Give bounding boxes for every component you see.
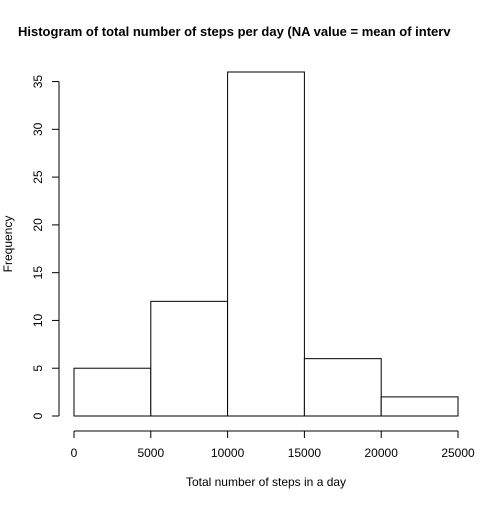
x-tick-label: 0 [71, 446, 78, 460]
x-tick-label: 15000 [288, 446, 322, 460]
histogram-bar-1 [150, 300, 229, 417]
y-tick-label: 25 [31, 170, 45, 184]
y-tick-label: 35 [31, 75, 45, 89]
x-tick-label: 10000 [211, 446, 245, 460]
x-axis-label: Total number of steps in a day [186, 475, 346, 489]
chart-title: Histogram of total number of steps per d… [18, 24, 451, 39]
x-tick-label: 5000 [137, 446, 164, 460]
x-axis: 0 5000 10000 15000 20000 25000 [71, 430, 475, 460]
y-tick-label: 30 [31, 122, 45, 136]
y-axis-label: Frequency [1, 216, 15, 273]
x-tick-label: 25000 [441, 446, 475, 460]
y-tick-label: 5 [31, 365, 45, 372]
y-tick-label: 10 [31, 313, 45, 327]
y-axis: 0 5 10 15 20 25 30 35 [31, 75, 60, 419]
y-tick-label: 20 [31, 218, 45, 232]
histogram-bar-3 [303, 358, 382, 417]
histogram-bars [73, 71, 459, 417]
histogram-bar-2 [227, 71, 305, 417]
x-tick-label: 20000 [365, 446, 399, 460]
y-tick-label: 0 [31, 412, 45, 419]
histogram-bar-4 [380, 396, 459, 417]
y-tick-label: 15 [31, 266, 45, 280]
histogram-bar-0 [73, 367, 152, 417]
